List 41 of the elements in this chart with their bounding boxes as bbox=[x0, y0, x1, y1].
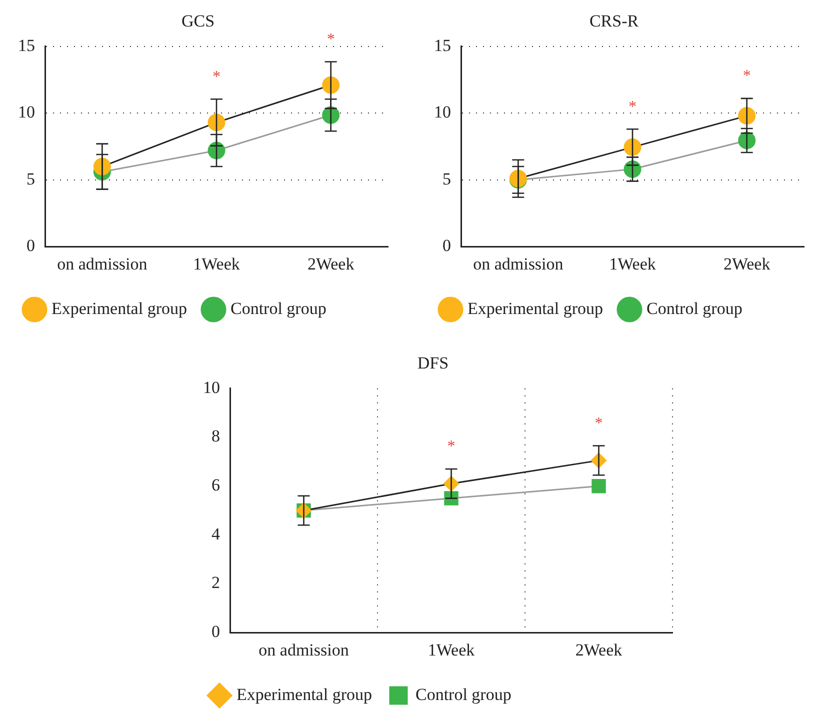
x-tick-label: on admission bbox=[57, 254, 148, 274]
annotation: * bbox=[628, 98, 636, 116]
legend-label: Control group bbox=[415, 684, 512, 704]
y-tick-label: 6 bbox=[212, 476, 220, 495]
y-tick-label: 15 bbox=[18, 36, 35, 55]
y-tick-label: 15 bbox=[434, 36, 451, 55]
x-tick-label: 2Week bbox=[723, 254, 771, 274]
legend-label: Control group bbox=[230, 298, 326, 318]
annotation: * bbox=[594, 414, 603, 432]
legend-label: Experimental group bbox=[236, 684, 372, 704]
y-tick-label: 0 bbox=[212, 622, 220, 642]
x-tick-label: 1Week bbox=[193, 254, 240, 274]
x-tick-label: 2Week bbox=[575, 640, 623, 660]
x-tick-label: on admission bbox=[258, 640, 350, 660]
chart-title: CRS-R bbox=[589, 12, 640, 31]
y-tick-label: 5 bbox=[442, 169, 451, 188]
annotation: * bbox=[212, 68, 220, 86]
legend-label: Experimental group bbox=[52, 298, 187, 318]
x-tick-label: 1Week bbox=[428, 640, 476, 660]
point bbox=[592, 478, 606, 494]
y-tick-label: 0 bbox=[26, 236, 35, 256]
y-tick-label: 2 bbox=[212, 573, 220, 592]
annotation: * bbox=[447, 438, 456, 456]
legend-label: Experimental group bbox=[468, 298, 603, 318]
chart-title: GCS bbox=[181, 12, 215, 31]
point bbox=[208, 114, 226, 132]
y-tick-label: 10 bbox=[203, 378, 220, 397]
chart-title: DFS bbox=[417, 354, 449, 373]
x-tick-label: 2Week bbox=[307, 254, 355, 274]
y-tick-label: 4 bbox=[212, 524, 220, 544]
x-tick-label: 1Week bbox=[609, 254, 656, 274]
y-tick-label: 10 bbox=[18, 102, 35, 122]
annotation: * bbox=[742, 68, 751, 85]
point bbox=[624, 138, 642, 156]
y-tick-label: 0 bbox=[442, 236, 451, 256]
annotation: * bbox=[326, 30, 335, 48]
y-tick-label: 5 bbox=[26, 169, 35, 188]
legend-label: Control group bbox=[646, 298, 742, 318]
y-tick-label: 10 bbox=[434, 102, 451, 122]
x-tick-label: on admission bbox=[473, 254, 564, 274]
y-tick-label: 8 bbox=[212, 426, 220, 446]
